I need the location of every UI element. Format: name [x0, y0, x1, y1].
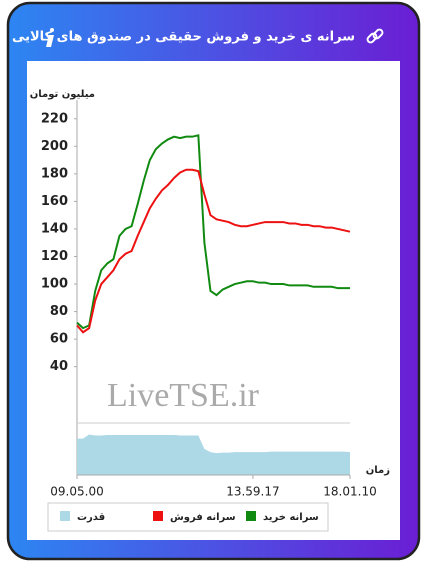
- x-tick-label: 13.59.17: [226, 485, 279, 499]
- info-icon[interactable]: [46, 28, 54, 47]
- line: [76, 134, 350, 330]
- x-tick-label: 09.05.00: [50, 485, 103, 499]
- x-tick-label: 18.01.10: [323, 485, 376, 499]
- legend-label: سرانه خرید: [263, 512, 319, 523]
- y-tick-label: 220: [41, 111, 68, 126]
- legend-swatch: [246, 511, 256, 521]
- y-tick-label: 100: [41, 277, 68, 292]
- y-tick-label: 140: [41, 221, 68, 236]
- area: [77, 434, 350, 475]
- link-icon[interactable]: [366, 28, 384, 44]
- y-axis-label: میلیون تومان: [30, 89, 95, 100]
- y-tick-label: 120: [41, 249, 68, 264]
- legend-label: قدرت: [77, 512, 105, 523]
- y-tick-label: 80: [50, 304, 68, 319]
- legend-label: سرانه فروش: [170, 512, 236, 523]
- y-tick-label: 200: [41, 139, 68, 154]
- x-axis-label: زمان: [366, 465, 390, 476]
- header-title: سرانه ی خرید و فروش حقیقی در صندوق های ک…: [12, 30, 355, 45]
- y-tick-label: 180: [41, 166, 68, 181]
- legend-swatch: [60, 511, 70, 521]
- legend-swatch: [153, 511, 163, 521]
- y-tick-label: 160: [41, 194, 68, 209]
- line: [76, 168, 351, 334]
- watermark: LiveTSE.ir: [107, 377, 260, 414]
- y-tick-label: 60: [50, 332, 68, 347]
- y-tick-label: 40: [50, 359, 68, 374]
- legend: [47, 502, 329, 532]
